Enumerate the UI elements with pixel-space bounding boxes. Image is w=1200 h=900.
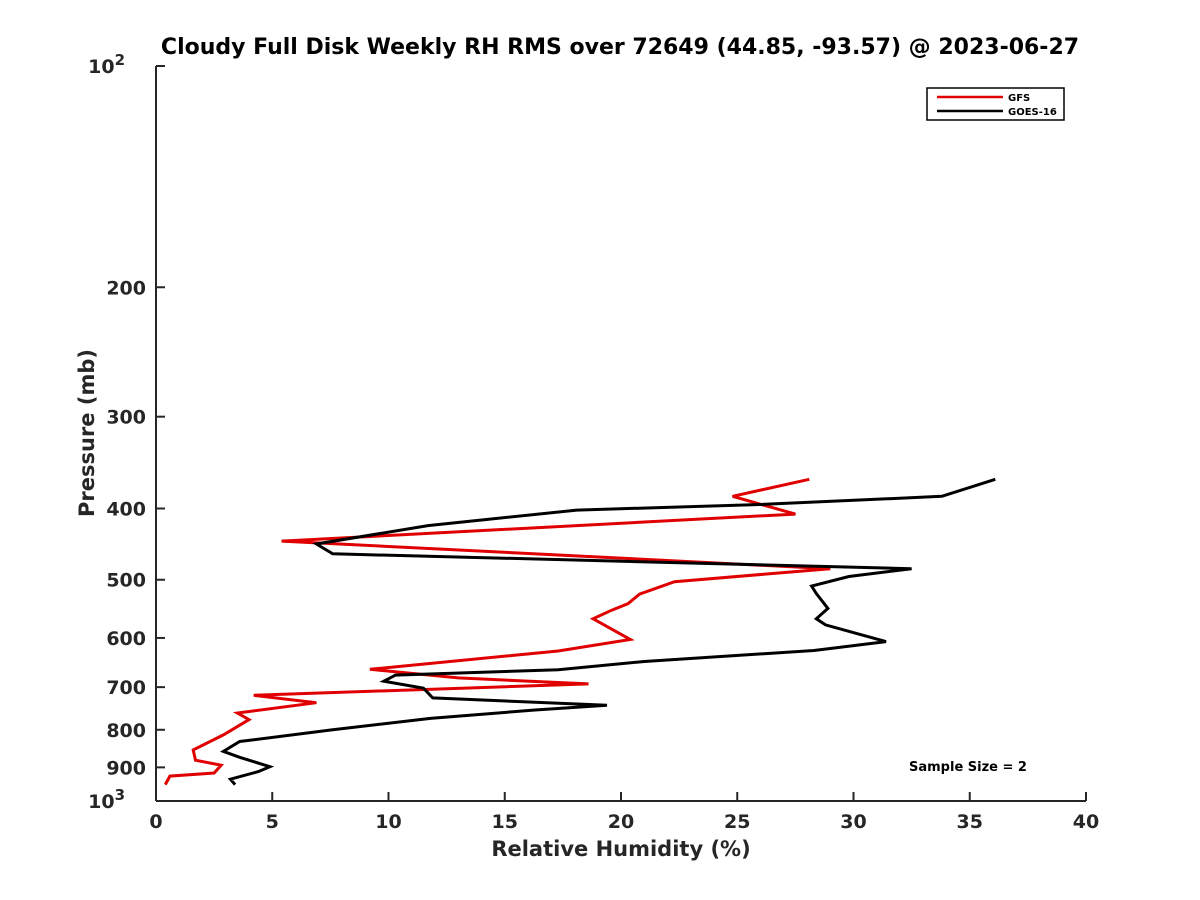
x-tick-label: 10 [375,811,401,833]
x-tick-label: 25 [724,811,750,833]
x-ticks: 0 5 10 15 20 25 30 35 40 [149,792,1099,833]
y-tick-label: 800 [106,720,146,742]
y-tick-label: 600 [106,628,146,650]
x-tick-label: 35 [957,811,983,833]
legend: GFS GOES-16 [926,87,1065,121]
x-tick-label: 5 [266,811,279,833]
y-tick-label: 200 [106,277,146,299]
y-tick-label: 700 [106,677,146,699]
x-tick-label: 40 [1073,811,1099,833]
x-axis-label: Relative Humidity (%) [491,837,750,861]
x-tick-label: 0 [149,811,162,833]
y-tick-label: 900 [106,757,146,779]
y-tick-label: 500 [106,570,146,592]
y-axis-label: Pressure (mb) [75,349,99,517]
legend-label-gfs: GFS [1008,93,1030,104]
y-tick-label: 103 [88,786,125,813]
x-tick-label: 20 [608,811,634,833]
x-tick-label: 30 [840,811,866,833]
y-tick-exponent: 3 [115,786,125,804]
y-ticks: 102 200 300 400 500 600 700 800 900 103 [88,51,165,813]
legend-box [926,87,1065,121]
axes [155,66,1086,802]
chart-title: Cloudy Full Disk Weekly RH RMS over 7264… [161,35,1079,60]
y-tick-exponent: 2 [115,51,125,69]
y-tick-label: 102 [88,51,125,78]
series-layer [163,477,996,786]
x-tick-label: 15 [492,811,518,833]
legend-label-goes16: GOES-16 [1008,107,1057,118]
sample-size-annotation: Sample Size = 2 [909,760,1027,775]
series-line-goes16 [219,477,996,786]
y-tick-label: 400 [106,499,146,521]
y-tick-label: 300 [106,407,146,429]
